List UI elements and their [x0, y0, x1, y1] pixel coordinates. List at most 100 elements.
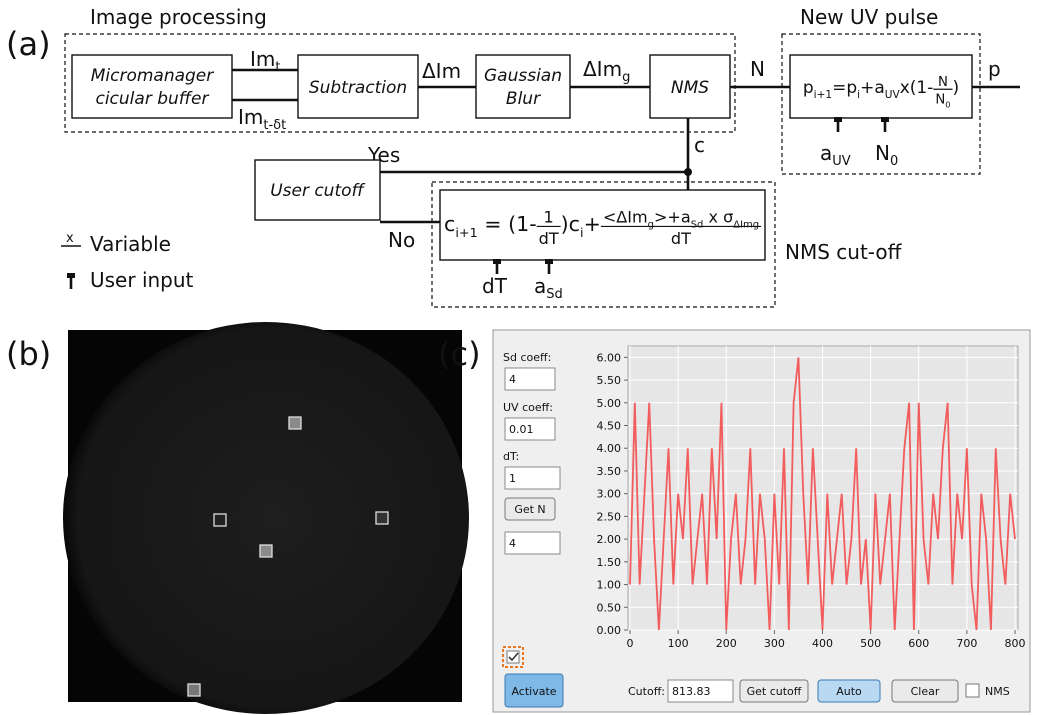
x-tick-label: 600 — [908, 637, 929, 650]
formula-subscript: 0 — [945, 100, 950, 110]
button-label: Clear — [911, 685, 940, 698]
block-label: Subtraction — [309, 78, 407, 98]
y-tick-label: 5.00 — [597, 397, 622, 410]
y-tick-label: 6.00 — [597, 351, 622, 364]
button-label: Auto — [836, 685, 862, 698]
signal-label: ΔImg — [583, 57, 630, 85]
y-tick-label: 1.50 — [597, 556, 622, 569]
input-label: dT — [482, 274, 508, 298]
legend-label: User input — [90, 268, 194, 292]
y-tick-label: 0.50 — [597, 601, 622, 614]
input-value: 1 — [509, 472, 516, 485]
pin — [838, 118, 885, 132]
formula-text: + — [584, 212, 601, 236]
y-tick-label: 0.00 — [597, 624, 622, 637]
group-title: New UV pulse — [800, 5, 938, 29]
input-value: 0.01 — [509, 423, 534, 436]
image-field — [63, 322, 469, 714]
x-tick-label: 400 — [812, 637, 833, 650]
signal-label: c — [694, 133, 705, 157]
formula-text: p — [803, 78, 814, 98]
detection-box — [188, 684, 200, 696]
y-tick-label: 2.50 — [597, 510, 622, 523]
field-label: UV coeff: — [503, 401, 553, 414]
signal-label: p — [988, 57, 1001, 81]
legend-label: Variable — [90, 232, 171, 256]
block-label: cicular buffer — [95, 89, 209, 109]
detection-box — [214, 514, 226, 526]
formula-text: >+a — [654, 208, 691, 227]
group-title: Image processing — [90, 5, 267, 29]
y-tick-label: 3.00 — [597, 488, 622, 501]
y-tick-label: 3.50 — [597, 465, 622, 478]
formula-text: dT — [539, 229, 559, 248]
block-label: User cutoff — [270, 181, 365, 201]
formula-subscript: UV — [885, 89, 901, 101]
block-label: Micromanager — [91, 66, 215, 86]
pin-head — [493, 259, 501, 264]
input-label: aSd — [534, 274, 563, 302]
formula-subscript: ΔIm — [733, 220, 752, 231]
denominator: dT — [671, 229, 691, 248]
pin-head — [834, 117, 842, 122]
panel-label: (a) — [6, 25, 51, 63]
button-label: Get cutoff — [747, 685, 802, 698]
detection-box — [289, 417, 301, 429]
x-tick-label: 200 — [716, 637, 737, 650]
y-tick-label: 4.50 — [597, 420, 622, 433]
detection-box — [260, 545, 272, 557]
x-tick-label: 100 — [668, 637, 689, 650]
figure: (a) Image processing Micromanager cicula… — [0, 0, 1038, 715]
input-value: 4 — [509, 537, 516, 550]
formula-text: )c — [561, 212, 580, 236]
y-tick-label: 2.00 — [597, 533, 622, 546]
pin — [497, 260, 549, 274]
formula-text: =p — [832, 78, 857, 98]
x-tick-label: 300 — [764, 637, 785, 650]
signal-label: ΔIm — [422, 59, 461, 83]
button-label: Activate — [511, 685, 556, 698]
formula-text: ) — [953, 78, 960, 98]
legend-pin-head — [67, 273, 75, 278]
input-value: 813.83 — [672, 685, 711, 698]
formula-subscript: i+1 — [455, 226, 477, 241]
x-tick-label: 0 — [627, 637, 634, 650]
signal-label: Imt — [250, 47, 281, 75]
x-tick-label: 800 — [1005, 637, 1026, 650]
checkbox[interactable] — [966, 684, 979, 697]
group-title: NMS cut-off — [785, 240, 903, 264]
formula-text: <ΔIm — [603, 208, 648, 227]
formula-subscript: i+1 — [814, 89, 832, 101]
input-label: aUV — [820, 141, 851, 169]
y-tick-label: 4.00 — [597, 442, 622, 455]
branch-label: No — [388, 228, 415, 252]
block-label: Gaussian — [484, 66, 562, 86]
junction — [684, 168, 692, 176]
field-label: Sd coeff: — [503, 351, 551, 364]
detection-box — [376, 512, 388, 524]
field-label: dT: — [503, 450, 519, 463]
block-label: Blur — [506, 89, 541, 109]
input-label: N0 — [875, 141, 898, 169]
formula-text: x(1- — [900, 78, 934, 98]
formula-text: +a — [860, 78, 885, 98]
numerator: N — [938, 75, 948, 90]
y-tick-label: 5.50 — [597, 374, 622, 387]
signal-label: N — [750, 57, 765, 81]
checkbox-label: NMS — [985, 685, 1010, 698]
formula-text: 1 — [544, 208, 554, 227]
formula-text: N — [935, 93, 945, 108]
input-value: 4 — [509, 373, 516, 386]
block-label: NMS — [671, 78, 709, 98]
pin-head — [881, 117, 889, 122]
denominator: dT — [539, 229, 559, 248]
formula-text: c — [444, 212, 455, 236]
formula-subscript: g — [753, 220, 759, 231]
formula-text: x σ — [703, 208, 733, 227]
signal-label: Imt-δt — [238, 105, 286, 133]
y-tick-label: 1.00 — [597, 579, 622, 592]
field-label: Cutoff: — [628, 685, 665, 698]
formula-text: dT — [671, 229, 691, 248]
button-label: Get N — [514, 503, 545, 516]
x-tick-label: 500 — [860, 637, 881, 650]
